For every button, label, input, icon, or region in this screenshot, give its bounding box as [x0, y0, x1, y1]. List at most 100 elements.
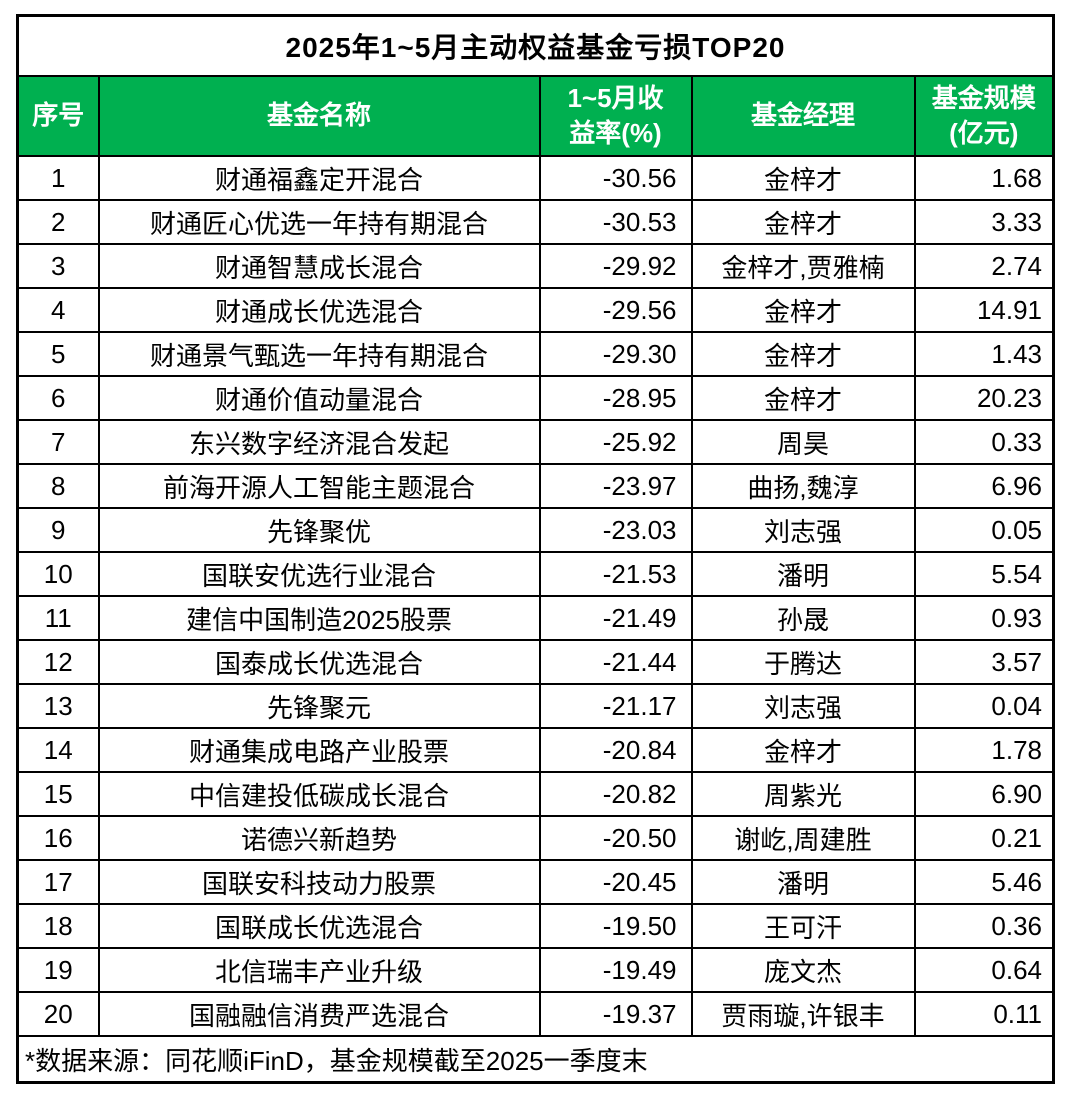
manager-cell: 金梓才 [690, 727, 916, 773]
fund-name-cell: 建信中国制造2025股票 [97, 595, 541, 641]
return-cell: -30.56 [538, 155, 693, 201]
manager-cell: 周昊 [690, 419, 916, 465]
scale-cell: 1.78 [913, 727, 1055, 773]
scale-cell: 20.23 [913, 375, 1055, 421]
footnote-row: *数据来源：同花顺iFinD，基金规模截至2025一季度末 [16, 1035, 1055, 1084]
column-header-fund-name: 基金名称 [97, 75, 541, 157]
return-cell: -21.44 [538, 639, 693, 685]
scale-cell: 5.54 [913, 551, 1055, 597]
return-cell: -20.45 [538, 859, 693, 905]
manager-cell: 刘志强 [690, 507, 916, 553]
rank-cell: 13 [16, 683, 100, 729]
return-cell: -29.56 [538, 287, 693, 333]
manager-cell: 金梓才 [690, 155, 916, 201]
scale-cell: 2.74 [913, 243, 1055, 289]
manager-cell: 潘明 [690, 859, 916, 905]
return-cell: -19.49 [538, 947, 693, 993]
rank-cell: 10 [16, 551, 100, 597]
fund-name-cell: 诺德兴新趋势 [97, 815, 541, 861]
table-row: 16 诺德兴新趋势 -20.50 谢屹,周建胜 0.21 [16, 815, 1055, 861]
table-row: 9 先锋聚优 -23.03 刘志强 0.05 [16, 507, 1055, 553]
manager-cell: 金梓才 [690, 287, 916, 333]
column-header-return: 1~5月收 益率(%) [538, 75, 693, 157]
table-row: 5 财通景气甄选一年持有期混合 -29.30 金梓才 1.43 [16, 331, 1055, 377]
scale-cell: 6.96 [913, 463, 1055, 509]
rank-cell: 11 [16, 595, 100, 641]
fund-name-cell: 财通匠心优选一年持有期混合 [97, 199, 541, 245]
table-row: 20 国融融信消费严选混合 -19.37 贾雨璇,许银丰 0.11 [16, 991, 1055, 1037]
table-row: 2 财通匠心优选一年持有期混合 -30.53 金梓才 3.33 [16, 199, 1055, 245]
return-cell: -30.53 [538, 199, 693, 245]
manager-cell: 贾雨璇,许银丰 [690, 991, 916, 1037]
table-row: 3 财通智慧成长混合 -29.92 金梓才,贾雅楠 2.74 [16, 243, 1055, 289]
scale-cell: 1.68 [913, 155, 1055, 201]
scale-cell: 6.90 [913, 771, 1055, 817]
fund-name-cell: 北信瑞丰产业升级 [97, 947, 541, 993]
table-row: 7 东兴数字经济混合发起 -25.92 周昊 0.33 [16, 419, 1055, 465]
rank-cell: 2 [16, 199, 100, 245]
rank-cell: 3 [16, 243, 100, 289]
return-cell: -21.49 [538, 595, 693, 641]
fund-name-cell: 财通景气甄选一年持有期混合 [97, 331, 541, 377]
manager-cell: 孙晟 [690, 595, 916, 641]
return-cell: -19.37 [538, 991, 693, 1037]
table-row: 15 中信建投低碳成长混合 -20.82 周紫光 6.90 [16, 771, 1055, 817]
rank-cell: 19 [16, 947, 100, 993]
rank-cell: 4 [16, 287, 100, 333]
fund-name-cell: 国联安科技动力股票 [97, 859, 541, 905]
table-row: 18 国联成长优选混合 -19.50 王可汗 0.36 [16, 903, 1055, 949]
rank-cell: 16 [16, 815, 100, 861]
column-header-manager: 基金经理 [690, 75, 916, 157]
return-cell: -23.03 [538, 507, 693, 553]
table-row: 6 财通价值动量混合 -28.95 金梓才 20.23 [16, 375, 1055, 421]
fund-name-cell: 财通价值动量混合 [97, 375, 541, 421]
rank-cell: 1 [16, 155, 100, 201]
column-header-scale: 基金规模 (亿元) [913, 75, 1055, 157]
return-cell: -29.30 [538, 331, 693, 377]
manager-cell: 刘志强 [690, 683, 916, 729]
scale-cell: 14.91 [913, 287, 1055, 333]
column-header-rank: 序号 [16, 75, 100, 157]
table-row: 4 财通成长优选混合 -29.56 金梓才 14.91 [16, 287, 1055, 333]
fund-name-cell: 国融融信消费严选混合 [97, 991, 541, 1037]
rank-cell: 12 [16, 639, 100, 685]
return-cell: -19.50 [538, 903, 693, 949]
table-row: 12 国泰成长优选混合 -21.44 于腾达 3.57 [16, 639, 1055, 685]
manager-cell: 金梓才,贾雅楠 [690, 243, 916, 289]
return-cell: -21.17 [538, 683, 693, 729]
scale-cell: 0.21 [913, 815, 1055, 861]
return-cell: -20.84 [538, 727, 693, 773]
rank-cell: 9 [16, 507, 100, 553]
table-row: 10 国联安优选行业混合 -21.53 潘明 5.54 [16, 551, 1055, 597]
scale-cell: 0.36 [913, 903, 1055, 949]
table-row: 19 北信瑞丰产业升级 -19.49 庞文杰 0.64 [16, 947, 1055, 993]
fund-name-cell: 财通集成电路产业股票 [97, 727, 541, 773]
manager-cell: 金梓才 [690, 331, 916, 377]
return-cell: -20.82 [538, 771, 693, 817]
fund-name-cell: 先锋聚元 [97, 683, 541, 729]
rank-cell: 17 [16, 859, 100, 905]
fund-name-cell: 中信建投低碳成长混合 [97, 771, 541, 817]
title-row: 2025年1~5月主动权益基金亏损TOP20 [16, 14, 1055, 77]
return-cell: -25.92 [538, 419, 693, 465]
scale-cell: 0.05 [913, 507, 1055, 553]
manager-cell: 周紫光 [690, 771, 916, 817]
scale-cell: 0.93 [913, 595, 1055, 641]
fund-name-cell: 国泰成长优选混合 [97, 639, 541, 685]
fund-name-cell: 财通智慧成长混合 [97, 243, 541, 289]
table-body: 1 财通福鑫定开混合 -30.56 金梓才 1.68 2 财通匠心优选一年持有期混合 -30.… [16, 155, 1055, 1037]
manager-cell: 王可汗 [690, 903, 916, 949]
return-cell: -23.97 [538, 463, 693, 509]
scale-cell: 5.46 [913, 859, 1055, 905]
table-sheet: 2025年1~5月主动权益基金亏损TOP20 序号 基金名称 1~5月收 益率(… [16, 14, 1056, 1084]
table-row: 17 国联安科技动力股票 -20.45 潘明 5.46 [16, 859, 1055, 905]
rank-cell: 6 [16, 375, 100, 421]
manager-cell: 金梓才 [690, 375, 916, 421]
return-cell: -29.92 [538, 243, 693, 289]
manager-cell: 潘明 [690, 551, 916, 597]
scale-cell: 0.64 [913, 947, 1055, 993]
fund-loss-table: 2025年1~5月主动权益基金亏损TOP20 序号 基金名称 1~5月收 益率(… [16, 14, 1056, 1084]
rank-cell: 18 [16, 903, 100, 949]
fund-name-cell: 东兴数字经济混合发起 [97, 419, 541, 465]
table-row: 1 财通福鑫定开混合 -30.56 金梓才 1.68 [16, 155, 1055, 201]
